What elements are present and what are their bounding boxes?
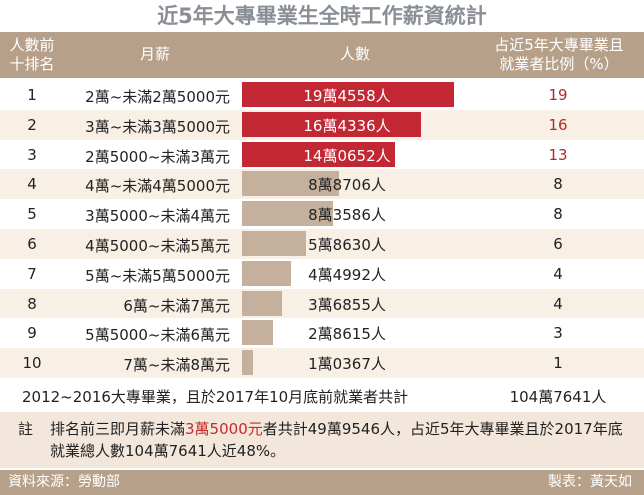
count-bar (242, 260, 291, 286)
salary-range-cell: 2萬5000~未滿3萬元 (85, 147, 230, 166)
footnote-text-before: 排名前三即月薪未滿 (50, 420, 186, 438)
count-label: 2萬8615人 (308, 325, 386, 344)
header-rank-line2: 十排名 (9, 55, 55, 73)
table-row: 8 6萬~未滿7萬元 3萬6855人 4 (0, 288, 644, 319)
header-salary: 月薪 (139, 45, 170, 63)
header-rank-line1: 人數前 (9, 36, 55, 54)
bar-cell: 16萬4336人 (242, 111, 472, 137)
rank-cell: 8 (27, 294, 37, 313)
total-label: 2012~2016大專畢業，且於2017年10月底前就業者共計 (22, 388, 409, 406)
rank-cell: 1 (27, 86, 37, 104)
table-rows: 1 2萬~未滿2萬5000元 19萬4558人 19 2 3萬~未滿3萬5000元 16萬4… (0, 80, 644, 378)
bar-cell: 14萬0652人 (242, 141, 472, 167)
salary-range-cell: 5萬5000~未滿6萬元 (85, 326, 230, 345)
chart-title: 近5年大專畢業生全時工作薪資統計 (157, 4, 487, 28)
bar-cell: 2萬8615人 (242, 320, 472, 346)
table-row: 3 2萬5000~未滿3萬元 14萬0652人 13 (0, 140, 644, 170)
footer-bar: 資料來源：勞動部 製表：黃天如 (0, 470, 644, 495)
count-label: 8萬8706人 (308, 176, 386, 195)
salary-range-cell: 4萬5000~未滿5萬元 (85, 236, 230, 255)
rank-cell: 10 (22, 354, 42, 373)
percentage-cell: 4 (553, 294, 563, 313)
count-bar (242, 201, 333, 227)
salary-range-cell: 7萬~未滿8萬元 (123, 356, 230, 375)
bar-cell: 1萬0367人 (242, 350, 472, 376)
author-credit: 製表：黃天如 (548, 474, 632, 490)
rank-cell: 7 (27, 264, 37, 283)
count-label: 5萬8630人 (308, 235, 386, 254)
count-bar (242, 290, 282, 316)
bar-cell: 5萬8630人 (242, 230, 472, 256)
bar-cell: 8萬3586人 (242, 201, 472, 227)
count-label: 8萬3586人 (308, 206, 386, 225)
header-count: 人數 (339, 45, 370, 63)
percentage-cell: 3 (553, 324, 563, 343)
footnote-text: 排名前三即月薪未滿3萬5000元者共計49萬9546人，占近5年大專畢業且於20… (50, 418, 634, 462)
table-row: 4 4萬~未滿4萬5000元 8萬8706人 8 (0, 169, 644, 200)
bar-cell: 19萬4558人 (242, 82, 472, 107)
table-header: 人數前 十排名 月薪 人數 占近5年大專畢業且 就業者比例（%） (0, 32, 644, 78)
header-pct: 占近5年大專畢業且 就業者比例（%） (478, 36, 640, 74)
salary-range-cell: 3萬~未滿3萬5000元 (85, 117, 230, 136)
count-bar (242, 171, 339, 197)
footnote: 註 排名前三即月薪未滿3萬5000元者共計49萬9546人，占近5年大專畢業且於… (0, 412, 644, 468)
count-label: 3萬6855人 (308, 295, 386, 314)
salary-range-cell: 3萬5000~未滿4萬元 (85, 207, 230, 226)
count-bar (242, 141, 395, 167)
footnote-text-after: 者共計49萬9546人，占近5年大專畢業且於2017年底就業總人數104萬764… (50, 420, 623, 460)
bar-cell: 8萬8706人 (242, 171, 472, 197)
percentage-cell: 16 (548, 115, 568, 134)
rank-cell: 2 (27, 115, 37, 134)
salary-range-cell: 5萬~未滿5萬5000元 (85, 266, 230, 285)
count-bar (242, 320, 273, 346)
table-row: 2 3萬~未滿3萬5000元 16萬4336人 16 (0, 109, 644, 140)
bar-cell: 4萬4992人 (242, 260, 472, 286)
header-rank: 人數前 十排名 (6, 36, 58, 74)
count-label: 16萬4336人 (303, 116, 391, 135)
salary-range-cell: 6萬~未滿7萬元 (123, 296, 230, 315)
table-row: 1 2萬~未滿2萬5000元 19萬4558人 19 (0, 80, 644, 110)
source-credit: 資料來源：勞動部 (8, 474, 120, 490)
table-row: 7 5萬~未滿5萬5000元 4萬4992人 4 (0, 259, 644, 289)
percentage-cell: 8 (553, 175, 563, 194)
rank-cell: 4 (27, 175, 37, 194)
rank-cell: 9 (27, 324, 37, 343)
salary-range-cell: 4萬~未滿4萬5000元 (85, 177, 230, 196)
count-label: 4萬4992人 (308, 265, 386, 284)
percentage-cell: 19 (548, 86, 568, 104)
table-row: 5 3萬5000~未滿4萬元 8萬3586人 8 (0, 199, 644, 229)
header-pct-line1: 占近5年大專畢業且 (494, 36, 624, 54)
count-label: 1萬0367人 (308, 355, 386, 374)
percentage-cell: 6 (553, 234, 563, 253)
bar-cell: 3萬6855人 (242, 290, 472, 316)
rank-cell: 3 (27, 145, 37, 164)
footnote-label: 註 (18, 420, 34, 438)
table-row: 6 4萬5000~未滿5萬元 5萬8630人 6 (0, 228, 644, 259)
salary-range-cell: 2萬~未滿2萬5000元 (85, 88, 230, 106)
percentage-cell: 13 (548, 145, 568, 164)
header-pct-line2: 就業者比例（%） (499, 55, 619, 73)
count-bar (242, 111, 421, 137)
count-bar (242, 350, 253, 376)
table-row: 9 5萬5000~未滿6萬元 2萬8615人 3 (0, 318, 644, 348)
count-label: 14萬0652人 (303, 146, 391, 165)
total-row: 2012~2016大專畢業，且於2017年10月底前就業者共計 104萬7641… (0, 380, 644, 410)
count-label: 19萬4558人 (303, 87, 391, 105)
rank-cell: 6 (27, 234, 37, 253)
rank-cell: 5 (27, 205, 37, 224)
percentage-cell: 4 (553, 264, 563, 283)
total-value: 104萬7641人 (509, 388, 607, 406)
footnote-highlight: 3萬5000元 (185, 420, 263, 438)
percentage-cell: 8 (553, 205, 563, 224)
table-row: 10 7萬~未滿8萬元 1萬0367人 1 (0, 348, 644, 378)
count-bar (242, 82, 454, 107)
count-bar (242, 230, 306, 256)
percentage-cell: 1 (553, 354, 563, 373)
